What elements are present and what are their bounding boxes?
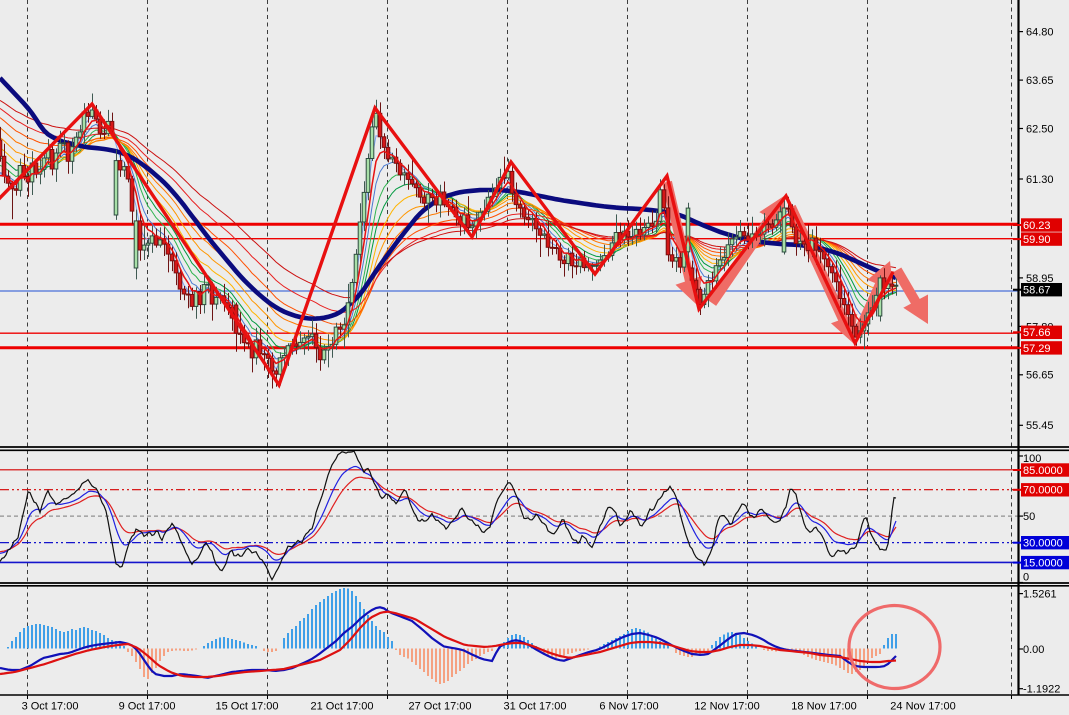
svg-text:64.80: 64.80 (1026, 27, 1054, 39)
svg-text:62.50: 62.50 (1026, 123, 1054, 135)
svg-text:70.0000: 70.0000 (1023, 485, 1063, 497)
svg-text:55.45: 55.45 (1026, 420, 1054, 432)
svg-text:24 Nov 17:00: 24 Nov 17:00 (890, 701, 955, 713)
svg-text:15.0000: 15.0000 (1023, 558, 1063, 570)
svg-text:6 Nov 17:00: 6 Nov 17:00 (599, 701, 658, 713)
svg-text:31 Oct 17:00: 31 Oct 17:00 (504, 701, 567, 713)
svg-text:3 Oct 17:00: 3 Oct 17:00 (22, 701, 79, 713)
svg-text:50: 50 (1023, 511, 1035, 523)
svg-text:-1.1922: -1.1922 (1023, 684, 1060, 696)
svg-text:21 Oct 17:00: 21 Oct 17:00 (311, 701, 374, 713)
svg-text:12 Nov 17:00: 12 Nov 17:00 (694, 701, 759, 713)
svg-text:58.67: 58.67 (1023, 285, 1051, 297)
svg-text:1.5261: 1.5261 (1023, 589, 1057, 601)
svg-text:56.65: 56.65 (1026, 370, 1054, 382)
svg-text:9 Oct 17:00: 9 Oct 17:00 (119, 701, 176, 713)
svg-text:60.23: 60.23 (1023, 220, 1051, 232)
svg-text:0.00: 0.00 (1023, 644, 1044, 656)
svg-text:57.66: 57.66 (1023, 327, 1051, 339)
svg-text:0: 0 (1023, 572, 1029, 584)
svg-text:59.90: 59.90 (1023, 234, 1051, 246)
svg-text:85.0000: 85.0000 (1023, 465, 1063, 477)
svg-text:30.0000: 30.0000 (1023, 538, 1063, 550)
svg-text:61.30: 61.30 (1026, 174, 1054, 186)
svg-text:58.95: 58.95 (1026, 273, 1054, 285)
svg-text:18 Nov 17:00: 18 Nov 17:00 (791, 701, 856, 713)
svg-text:100: 100 (1023, 453, 1041, 465)
svg-text:57.29: 57.29 (1023, 343, 1051, 355)
svg-text:27 Oct 17:00: 27 Oct 17:00 (409, 701, 472, 713)
svg-text:63.65: 63.65 (1026, 75, 1054, 87)
svg-text:15 Oct 17:00: 15 Oct 17:00 (216, 701, 279, 713)
